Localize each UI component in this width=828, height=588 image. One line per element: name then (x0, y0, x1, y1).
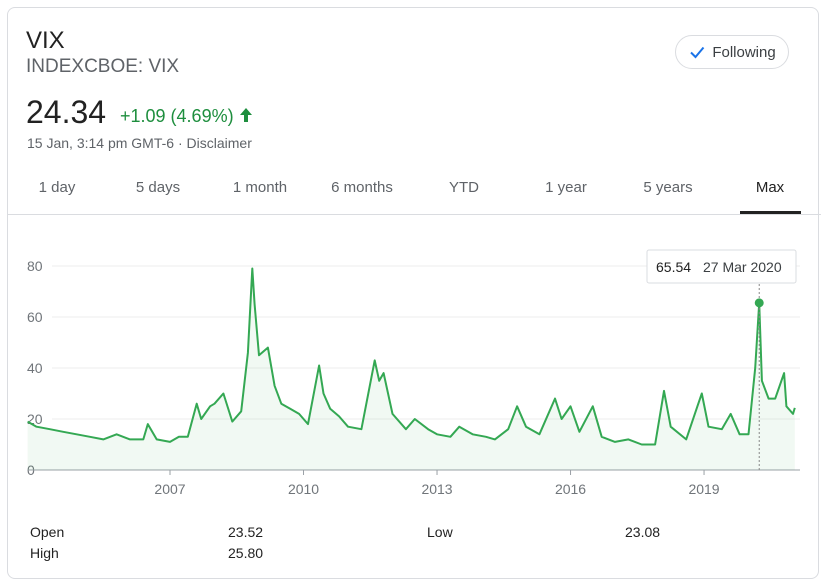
x-tick-label: 2010 (288, 481, 319, 497)
tab[interactable]: 1 year (545, 179, 587, 196)
divider (7, 214, 821, 215)
tab[interactable]: 1 month (232, 179, 288, 196)
stat-value: 23.08 (625, 524, 661, 540)
subtitle: INDEXCBOE: VIX (26, 56, 180, 77)
tab-indicator (740, 211, 801, 214)
tab[interactable]: YTD (449, 179, 479, 196)
stat-label: Low (427, 524, 453, 540)
tab[interactable]: 6 months (331, 179, 393, 196)
time: 15 Jan, 3:14 pm GMT-6 (27, 135, 175, 151)
x-tick-label: 2013 (421, 481, 452, 497)
stat-value: 23.52 (228, 524, 264, 540)
check-icon (690, 46, 705, 59)
title: VIX (26, 27, 65, 54)
x-tick-label: 2016 (555, 481, 586, 497)
line (27, 267, 796, 446)
change-value: +1.09 (4.69%) (120, 106, 234, 126)
tab[interactable]: Max (755, 179, 785, 196)
stat-label: Open (30, 524, 65, 540)
disclaimer[interactable]: Disclaimer (186, 135, 252, 151)
y-tick-label: 40 (27, 360, 43, 376)
stat-value: 25.80 (228, 545, 264, 561)
stat-label: High (30, 545, 59, 561)
y-tick-label: 60 (27, 309, 43, 325)
tab[interactable]: 5 days (135, 179, 181, 196)
tab[interactable]: 5 years (643, 179, 693, 196)
tooltip-box (646, 249, 797, 284)
y-tick-label: 80 (27, 258, 43, 274)
tab[interactable]: 1 day (38, 179, 76, 196)
separator: · (177, 135, 183, 151)
x-tick-label: 2007 (154, 481, 185, 497)
tooltip-date: 27 Mar 2020 (703, 259, 782, 275)
price: 24.34 (26, 94, 107, 130)
area (27, 268, 795, 470)
tooltip-dot (754, 298, 764, 308)
x-tick-label: 2019 (688, 481, 719, 497)
card (7, 7, 819, 579)
button-label: Following (712, 43, 776, 61)
tooltip-value: 65.54 (656, 259, 691, 275)
timestamp: 15 Jan, 3:14 pm GMT-6 · Disclaimer (27, 135, 252, 151)
up-arrow (239, 108, 252, 122)
follow-button[interactable]: Following (675, 35, 789, 69)
change: +1.09 (4.69%) (120, 106, 253, 127)
